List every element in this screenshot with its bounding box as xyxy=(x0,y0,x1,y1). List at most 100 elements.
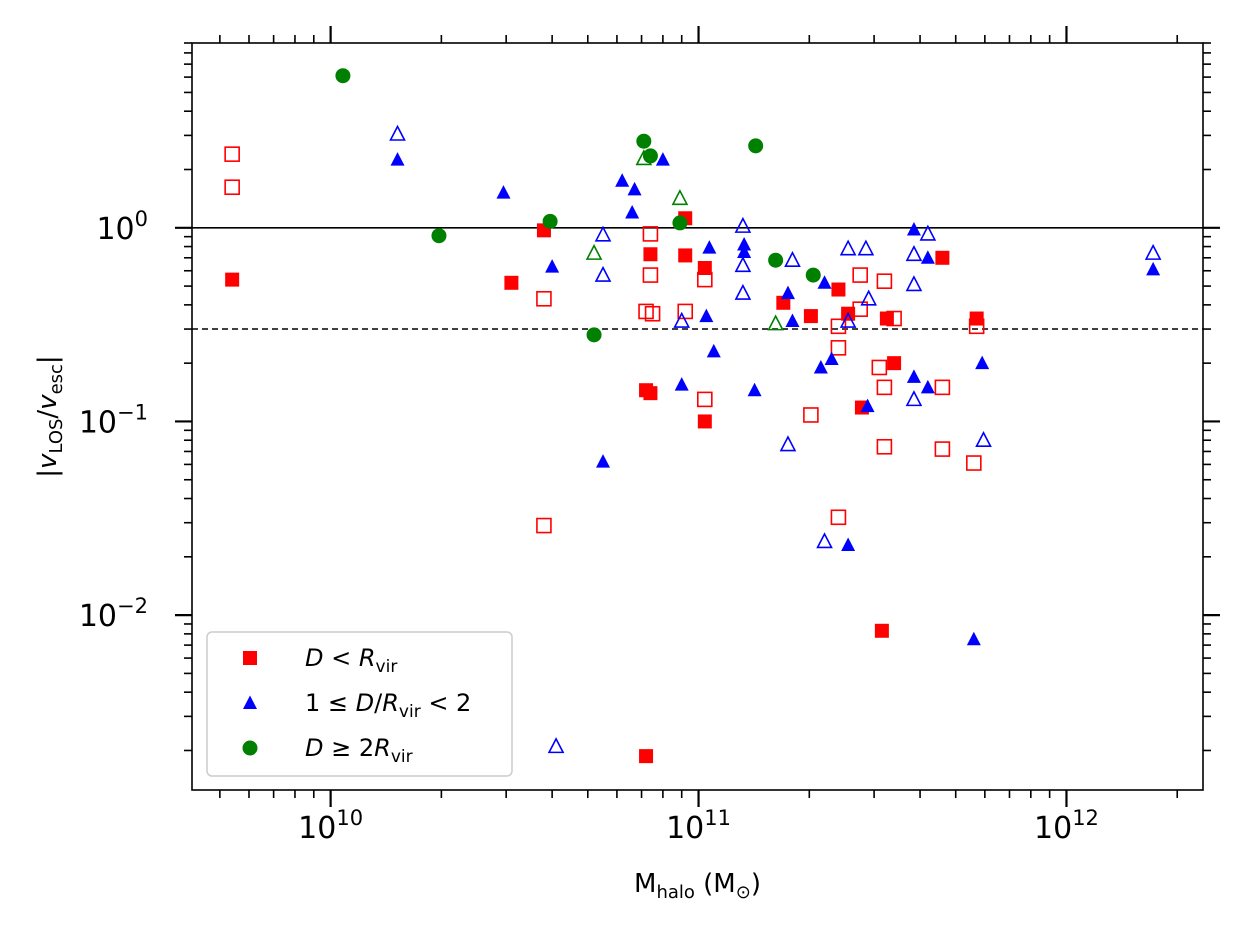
y-tick-label: 10−1 xyxy=(79,400,148,440)
x-tick-label: 1011 xyxy=(666,806,731,846)
data-point-triangle xyxy=(906,221,921,236)
data-point-square xyxy=(697,391,713,408)
legend-marker-triangle xyxy=(243,695,257,709)
data-point-triangle xyxy=(594,265,612,282)
data-point-square xyxy=(934,441,951,457)
data-point-square xyxy=(934,379,951,396)
data-point-triangle xyxy=(673,311,691,328)
data-point-triangle xyxy=(389,124,406,141)
data-point-triangle xyxy=(779,435,797,452)
reference-lines xyxy=(192,226,1203,330)
data-point-circle xyxy=(748,138,764,154)
data-point-square xyxy=(504,275,519,290)
data-point-square xyxy=(830,340,847,356)
x-tick-label: 1012 xyxy=(1034,806,1099,846)
series-triangle-open xyxy=(585,149,784,331)
data-point-square xyxy=(225,272,240,287)
data-point-triangle xyxy=(585,243,603,260)
data-point-triangle xyxy=(655,152,670,166)
data-point-square xyxy=(852,267,868,283)
data-point-triangle xyxy=(734,216,752,233)
data-point-circle xyxy=(542,213,558,229)
data-point-triangle xyxy=(824,351,839,366)
series-square-open xyxy=(224,146,985,534)
data-point-triangle xyxy=(905,390,923,407)
data-point-triangle xyxy=(920,379,935,394)
data-point-square xyxy=(968,318,985,335)
data-point-triangle xyxy=(817,275,832,289)
data-point-square xyxy=(876,379,893,396)
data-point-square xyxy=(697,261,712,276)
series-circle-filled xyxy=(335,68,821,343)
data-point-triangle xyxy=(496,185,511,199)
data-point-triangle xyxy=(920,250,935,264)
legend-label-square: D < Rvir xyxy=(305,644,397,677)
data-point-triangle xyxy=(860,398,875,413)
data-point-triangle xyxy=(627,181,642,196)
data-point-square xyxy=(642,226,659,242)
data-point-triangle xyxy=(625,204,640,219)
data-point-triangle xyxy=(734,283,752,300)
data-point-square xyxy=(643,386,658,401)
legend-label-triangle: 1 ≤ D/Rvir < 2 xyxy=(305,689,471,722)
data-point-triangle xyxy=(635,149,653,166)
data-point-square xyxy=(642,267,659,283)
data-point-square xyxy=(678,248,693,263)
data-point-triangle xyxy=(816,532,833,549)
plot-frame xyxy=(191,42,1204,791)
data-point-triangle xyxy=(966,631,981,646)
data-point-square xyxy=(803,407,819,423)
data-point-square xyxy=(874,623,889,638)
data-point-triangle xyxy=(839,311,857,328)
data-point-square xyxy=(677,303,694,320)
data-point-triangle xyxy=(975,355,990,370)
series-triangle-open xyxy=(389,124,1162,754)
data-point-triangle xyxy=(839,239,857,256)
series-triangle-filled xyxy=(390,152,1161,646)
y-tick-label: 100 xyxy=(96,207,148,247)
x-axis-label: Mhalo (M⊙) xyxy=(634,869,761,903)
legend-marker-circle xyxy=(242,740,258,756)
x-tick-label: 1010 xyxy=(298,806,363,846)
data-point-triangle xyxy=(1146,261,1161,276)
data-point-square xyxy=(536,290,552,307)
data-point-circle xyxy=(642,148,658,164)
data-point-triangle xyxy=(767,314,784,331)
data-point-triangle xyxy=(905,245,923,262)
y-tick-label: 10−2 xyxy=(79,594,148,634)
data-point-square xyxy=(643,247,658,262)
legend: D < Rvir 1 ≤ D/Rvir < 2 D ≥ 2Rvir xyxy=(206,631,513,777)
data-point-square xyxy=(876,438,893,455)
data-point-circle xyxy=(586,327,602,343)
data-point-square xyxy=(639,749,654,764)
data-point-square xyxy=(887,356,902,371)
legend-label-circle: D ≥ 2Rvir xyxy=(305,734,413,767)
data-point-triangle xyxy=(390,152,405,166)
data-point-square xyxy=(935,250,950,265)
data-point-square xyxy=(776,295,791,310)
data-point-triangle xyxy=(594,225,612,242)
data-point-triangle xyxy=(699,308,714,323)
data-point-square xyxy=(831,282,846,297)
data-point-triangle xyxy=(706,343,721,358)
data-point-triangle xyxy=(905,275,923,292)
data-point-circle xyxy=(335,68,351,84)
data-point-triangle xyxy=(674,377,689,391)
data-point-square xyxy=(697,271,713,288)
data-point-square xyxy=(803,309,818,324)
data-point-circle xyxy=(672,215,688,231)
data-point-triangle xyxy=(975,430,992,448)
data-point-triangle xyxy=(615,173,630,187)
data-point-square xyxy=(644,305,661,322)
tick-labels: 1010 1011 1012 100 10−1 10−2 xyxy=(79,207,1099,846)
data-point-triangle xyxy=(860,289,877,306)
data-point-circle xyxy=(805,267,821,283)
y-axis-label: |vLOS/vesc| xyxy=(33,355,67,477)
tick-group xyxy=(175,26,1220,807)
data-point-square xyxy=(830,509,847,526)
data-point-square xyxy=(966,455,982,471)
data-point-triangle xyxy=(737,244,752,258)
data-point-triangle xyxy=(785,313,800,328)
data-point-triangle xyxy=(813,359,828,374)
